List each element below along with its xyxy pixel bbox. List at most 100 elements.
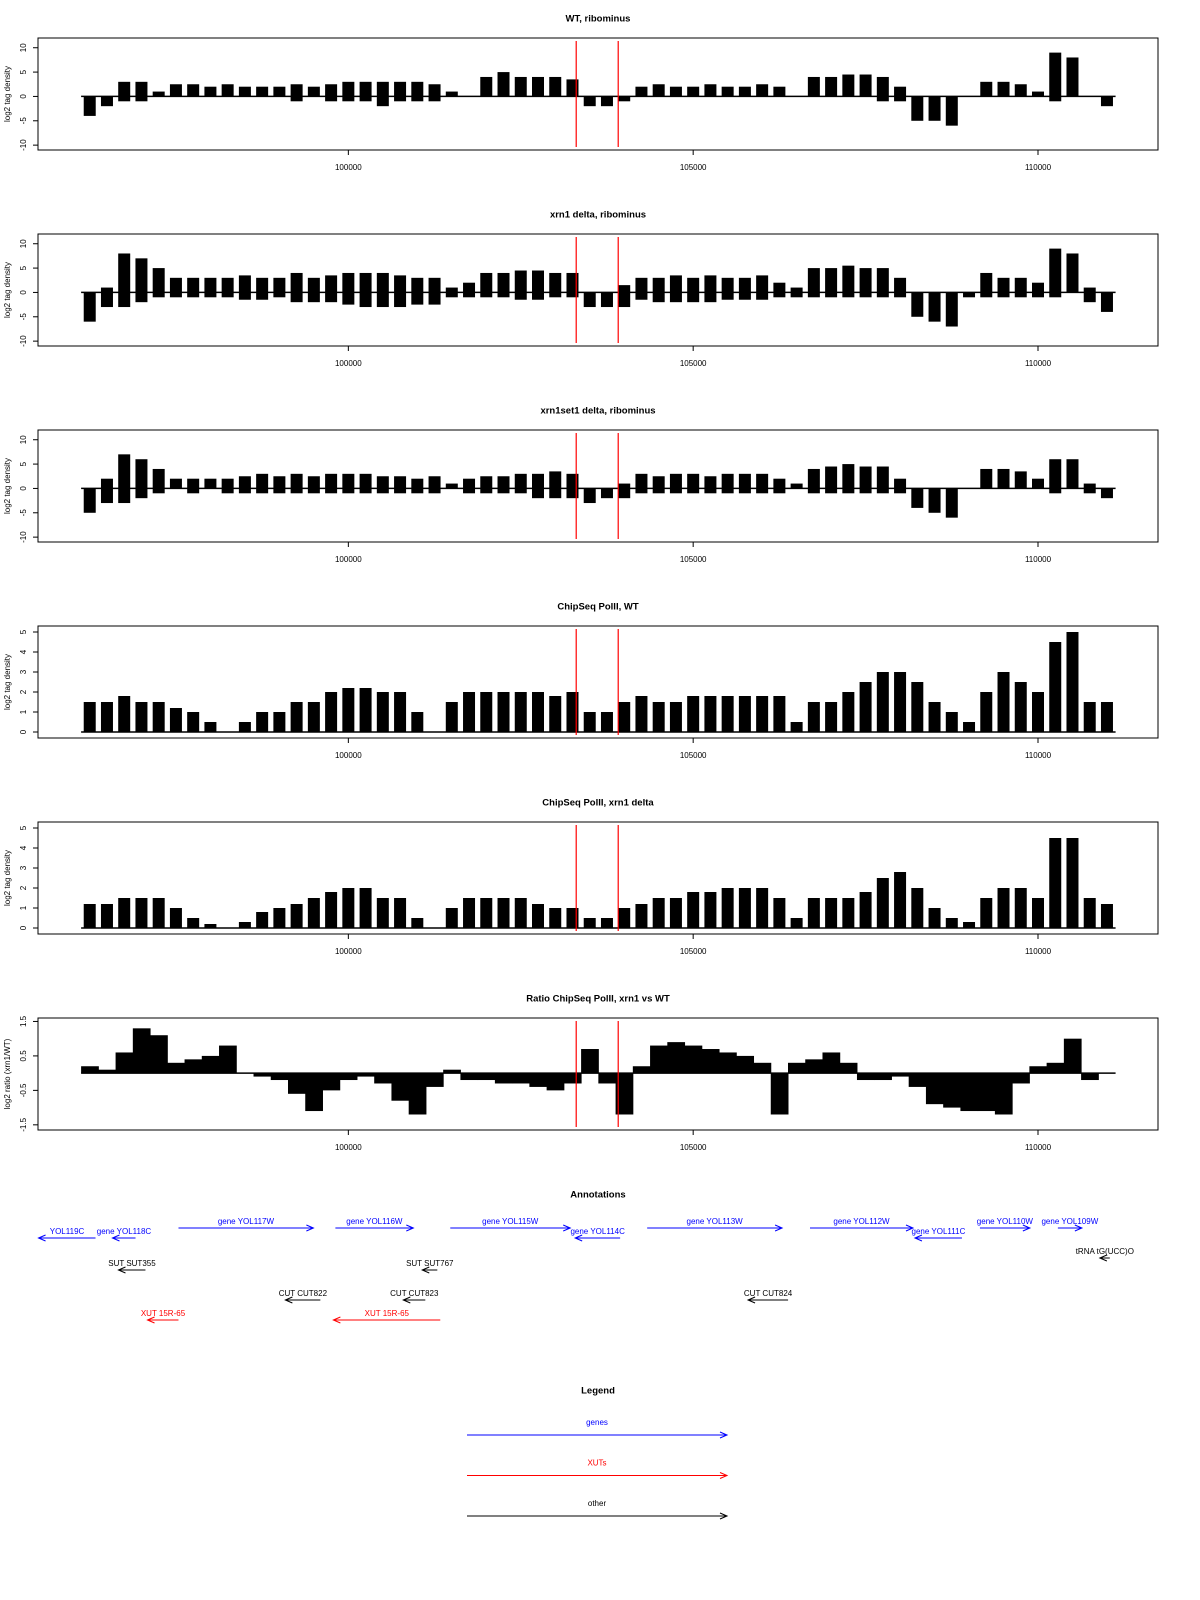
feature-arrow — [573, 1234, 621, 1242]
x-tick-label: 110000 — [1025, 947, 1052, 956]
area-segment — [960, 1073, 979, 1112]
y-tick-label: 0 — [19, 729, 28, 734]
bar — [169, 277, 182, 293]
bar — [273, 476, 286, 489]
bar — [100, 702, 113, 732]
bar — [963, 292, 976, 298]
chart-title: xrn1set1 delta, ribominus — [540, 406, 655, 417]
bar — [204, 277, 217, 293]
bar — [635, 86, 648, 97]
area-segment — [167, 1062, 186, 1074]
bar — [307, 702, 320, 732]
bar — [187, 478, 200, 489]
bar — [652, 292, 665, 303]
feature-arrow — [913, 1234, 962, 1242]
bar — [859, 292, 872, 298]
chart-title: Ratio ChipSeq PolII, xrn1 vs WT — [526, 994, 670, 1005]
area-segment — [546, 1073, 565, 1091]
bar — [514, 898, 527, 928]
feature-label: CUT CUT824 — [744, 1289, 793, 1298]
bar — [376, 96, 389, 107]
bar — [256, 473, 269, 489]
legend-arrow — [467, 1512, 729, 1520]
y-tick-label: -1.5 — [19, 1117, 28, 1131]
bar — [83, 96, 96, 116]
bar — [411, 81, 424, 97]
bar — [1014, 292, 1027, 298]
bar — [980, 272, 993, 293]
bar — [135, 81, 148, 97]
y-axis-label: log2 tag density — [3, 654, 12, 710]
bar — [100, 292, 113, 308]
bar — [618, 292, 631, 308]
bar — [135, 702, 148, 732]
bar — [135, 488, 148, 499]
bar — [945, 712, 958, 732]
bar — [825, 898, 838, 928]
area-segment — [701, 1049, 720, 1074]
bar — [359, 96, 372, 102]
bar — [273, 277, 286, 293]
bar — [1066, 459, 1079, 489]
bar — [704, 84, 717, 97]
bar — [307, 488, 320, 494]
bar — [83, 702, 96, 732]
area-segment — [615, 1073, 634, 1115]
bar — [859, 74, 872, 97]
area-segment — [856, 1073, 875, 1081]
bar — [1049, 96, 1062, 102]
bar — [256, 277, 269, 293]
bar — [290, 96, 303, 102]
bar — [790, 292, 803, 298]
bar — [428, 488, 441, 494]
bar — [807, 702, 820, 732]
bar — [445, 908, 458, 928]
bar — [290, 292, 303, 303]
bar — [290, 473, 303, 489]
area-segment — [529, 1073, 548, 1087]
y-tick-label: -10 — [19, 335, 28, 347]
bar — [273, 488, 286, 494]
bar — [876, 672, 889, 732]
feature-arrow — [335, 1224, 415, 1232]
bar — [756, 84, 769, 97]
bar — [1032, 282, 1044, 293]
bar — [876, 292, 889, 298]
bar — [135, 292, 148, 303]
area-segment — [339, 1073, 358, 1081]
bar — [118, 696, 131, 732]
bar — [842, 265, 855, 293]
area-segment — [667, 1042, 686, 1074]
bar — [445, 287, 458, 293]
chart-title: xrn1 delta, ribominus — [550, 210, 646, 221]
bar — [738, 696, 751, 732]
area-segment — [650, 1045, 668, 1074]
bar — [1032, 478, 1044, 489]
bar — [1049, 292, 1062, 298]
bar — [1100, 292, 1113, 312]
bar — [963, 722, 976, 732]
bar — [894, 277, 907, 293]
bar — [635, 473, 648, 489]
bar — [1014, 682, 1027, 732]
bar — [1032, 91, 1044, 97]
area-segment — [115, 1052, 134, 1074]
bar — [583, 488, 596, 504]
bar — [256, 292, 269, 300]
bar — [773, 898, 786, 928]
bar — [825, 702, 838, 732]
bar — [376, 488, 389, 494]
bar — [118, 488, 131, 504]
feature-label: CUT CUT823 — [390, 1289, 439, 1298]
bar — [480, 76, 493, 97]
bar — [1083, 702, 1096, 732]
bar — [290, 272, 303, 293]
bar — [204, 86, 217, 97]
x-tick-label: 110000 — [1025, 1143, 1052, 1152]
bar — [945, 918, 958, 928]
bar — [152, 268, 165, 293]
bar — [583, 918, 596, 928]
y-tick-label: 1.5 — [19, 1015, 28, 1027]
bar — [152, 898, 165, 928]
bar — [790, 483, 803, 489]
